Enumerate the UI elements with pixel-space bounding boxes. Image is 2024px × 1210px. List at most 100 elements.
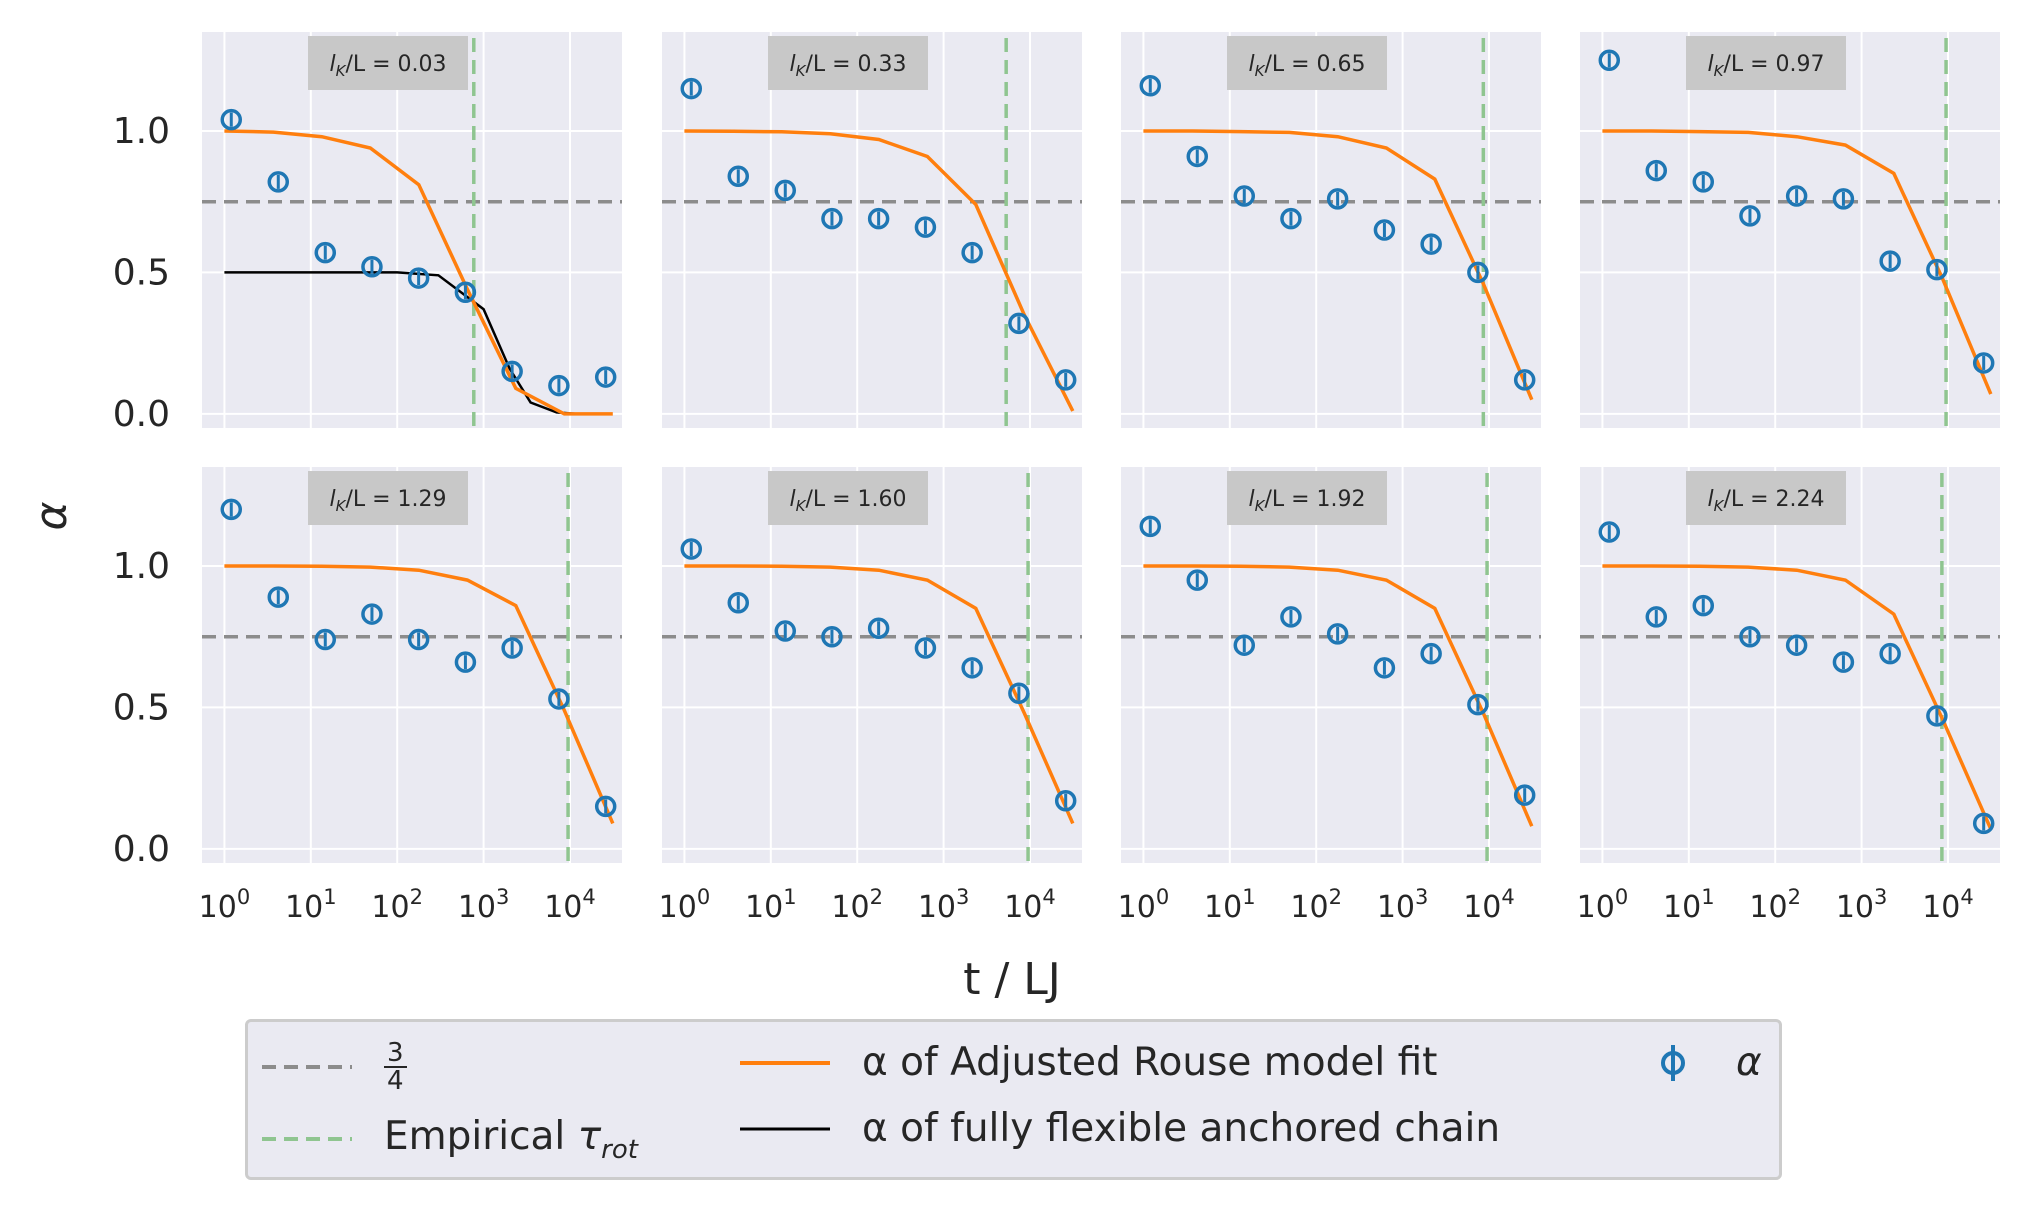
x-tick-label: 101 xyxy=(1663,885,1715,925)
alpha-marker xyxy=(220,108,243,131)
y-tick-label: 0.5 xyxy=(113,687,170,728)
alpha-marker xyxy=(1054,790,1077,812)
alpha-marker xyxy=(1186,569,1209,591)
alpha-point xyxy=(774,620,797,642)
alpha-marker xyxy=(1879,642,1901,665)
x-axis-label: t / LJ xyxy=(963,954,1061,1005)
alpha-marker xyxy=(867,207,890,230)
panel-label-badge xyxy=(768,36,928,90)
alpha-marker xyxy=(1832,188,1855,210)
alpha-point xyxy=(1008,682,1030,705)
alpha-point xyxy=(1008,312,1030,335)
panel-label-badge xyxy=(308,36,468,90)
alpha-marker xyxy=(1972,812,1995,835)
alpha-point xyxy=(867,617,890,639)
y-tick-label: 0.5 xyxy=(113,252,170,293)
legend: 3 4 Empirical τrot α of Adjusted Rouse m… xyxy=(245,1019,1782,1180)
alpha-marker xyxy=(1233,634,1256,656)
alpha-point xyxy=(1139,74,1162,97)
alpha-point xyxy=(407,267,430,289)
x-tick-labels: 100 101 102 103 104 100 101 102 103 104 100 101 102 1… xyxy=(199,885,1974,925)
rouse-fit-line xyxy=(1602,564,1993,830)
alpha-point xyxy=(1879,250,1901,272)
alpha-marker xyxy=(548,688,570,710)
alpha-point xyxy=(314,628,337,651)
x-tick-label: 104 xyxy=(544,885,596,925)
panel-label-badge xyxy=(1227,471,1387,525)
alpha-marker xyxy=(1645,159,1668,182)
alpha-marker xyxy=(1598,521,1621,543)
fraction-numerator: 3 xyxy=(384,1040,407,1068)
x-tick-label: 104 xyxy=(1463,885,1515,925)
alpha-marker xyxy=(914,216,937,238)
plot-area xyxy=(662,32,1082,428)
alpha-marker xyxy=(1692,171,1715,193)
alpha-point xyxy=(1926,705,1948,727)
alpha-marker xyxy=(1785,185,1808,207)
alpha-point xyxy=(1186,569,1209,591)
alpha-marker xyxy=(1139,515,1162,538)
alpha-marker xyxy=(1739,205,1761,227)
alpha-point xyxy=(361,603,383,625)
alpha-marker xyxy=(1926,705,1948,727)
fraction-denominator: 4 xyxy=(387,1066,404,1096)
alpha-point xyxy=(1739,205,1761,227)
legend-item-flexible: α of fully flexible anchored chain xyxy=(740,1106,1500,1151)
alpha-marker xyxy=(1972,352,1995,374)
alpha-marker xyxy=(1008,682,1030,705)
subplot-2: lK/L = 0.33 xyxy=(662,32,1082,428)
panel-label-badge xyxy=(308,471,468,525)
rouse-fit-line xyxy=(1602,129,1993,395)
alpha-marker xyxy=(1420,233,1442,255)
alpha-point xyxy=(1645,159,1668,182)
alpha-marker xyxy=(361,603,383,625)
x-tick-label: 100 xyxy=(1577,885,1629,925)
alpha-marker xyxy=(774,179,797,202)
panel-label-badge xyxy=(1227,36,1387,90)
alpha-point xyxy=(1692,171,1715,193)
alpha-marker xyxy=(361,256,383,278)
alpha-point xyxy=(1513,369,1536,391)
alpha-point xyxy=(220,108,243,131)
alpha-marker xyxy=(1785,634,1808,656)
alpha-marker xyxy=(1280,207,1302,230)
rouse-fit-line xyxy=(684,129,1075,412)
alpha-point xyxy=(1879,642,1901,665)
alpha-point xyxy=(1739,625,1761,648)
alpha-point xyxy=(727,165,750,188)
alpha-point xyxy=(594,795,617,818)
alpha-marker xyxy=(454,281,477,303)
alpha-marker xyxy=(1233,185,1256,207)
alpha-point xyxy=(594,366,617,388)
subplot-5: lK/L = 1.29 xyxy=(202,467,622,863)
panel-label: lK/L = 2.24 xyxy=(1707,487,1824,515)
legend-swatch-flexible xyxy=(740,1127,830,1130)
x-tick-label: 101 xyxy=(745,885,797,925)
y-tick-label: 1.0 xyxy=(113,546,170,587)
x-tick-label: 102 xyxy=(371,885,423,925)
alpha-marker xyxy=(1598,49,1621,72)
alpha-point xyxy=(680,538,703,560)
alpha-marker xyxy=(821,207,843,230)
alpha-marker xyxy=(961,241,983,264)
panel-label-badge xyxy=(1686,36,1846,90)
alpha-point xyxy=(314,241,337,264)
alpha-point xyxy=(1598,49,1621,72)
alpha-point xyxy=(1785,185,1808,207)
alpha-marker xyxy=(407,267,430,289)
legend-swatch-rouse xyxy=(740,1060,830,1065)
alpha-marker xyxy=(1645,606,1668,628)
alpha-marker xyxy=(594,366,617,388)
alpha-marker xyxy=(1326,623,1349,645)
alpha-marker xyxy=(454,651,477,673)
alpha-point xyxy=(361,256,383,278)
alpha-point xyxy=(961,657,983,679)
alpha-point xyxy=(1785,634,1808,656)
x-tick-label: 104 xyxy=(1004,885,1056,925)
subplot-3: lK/L = 0.65 xyxy=(1121,32,1541,428)
alpha-marker xyxy=(1467,693,1489,716)
alpha-point xyxy=(1598,521,1621,543)
legend-swatch-empirical xyxy=(262,1137,352,1142)
legend-empirical-symbol: τ xyxy=(577,1114,602,1159)
